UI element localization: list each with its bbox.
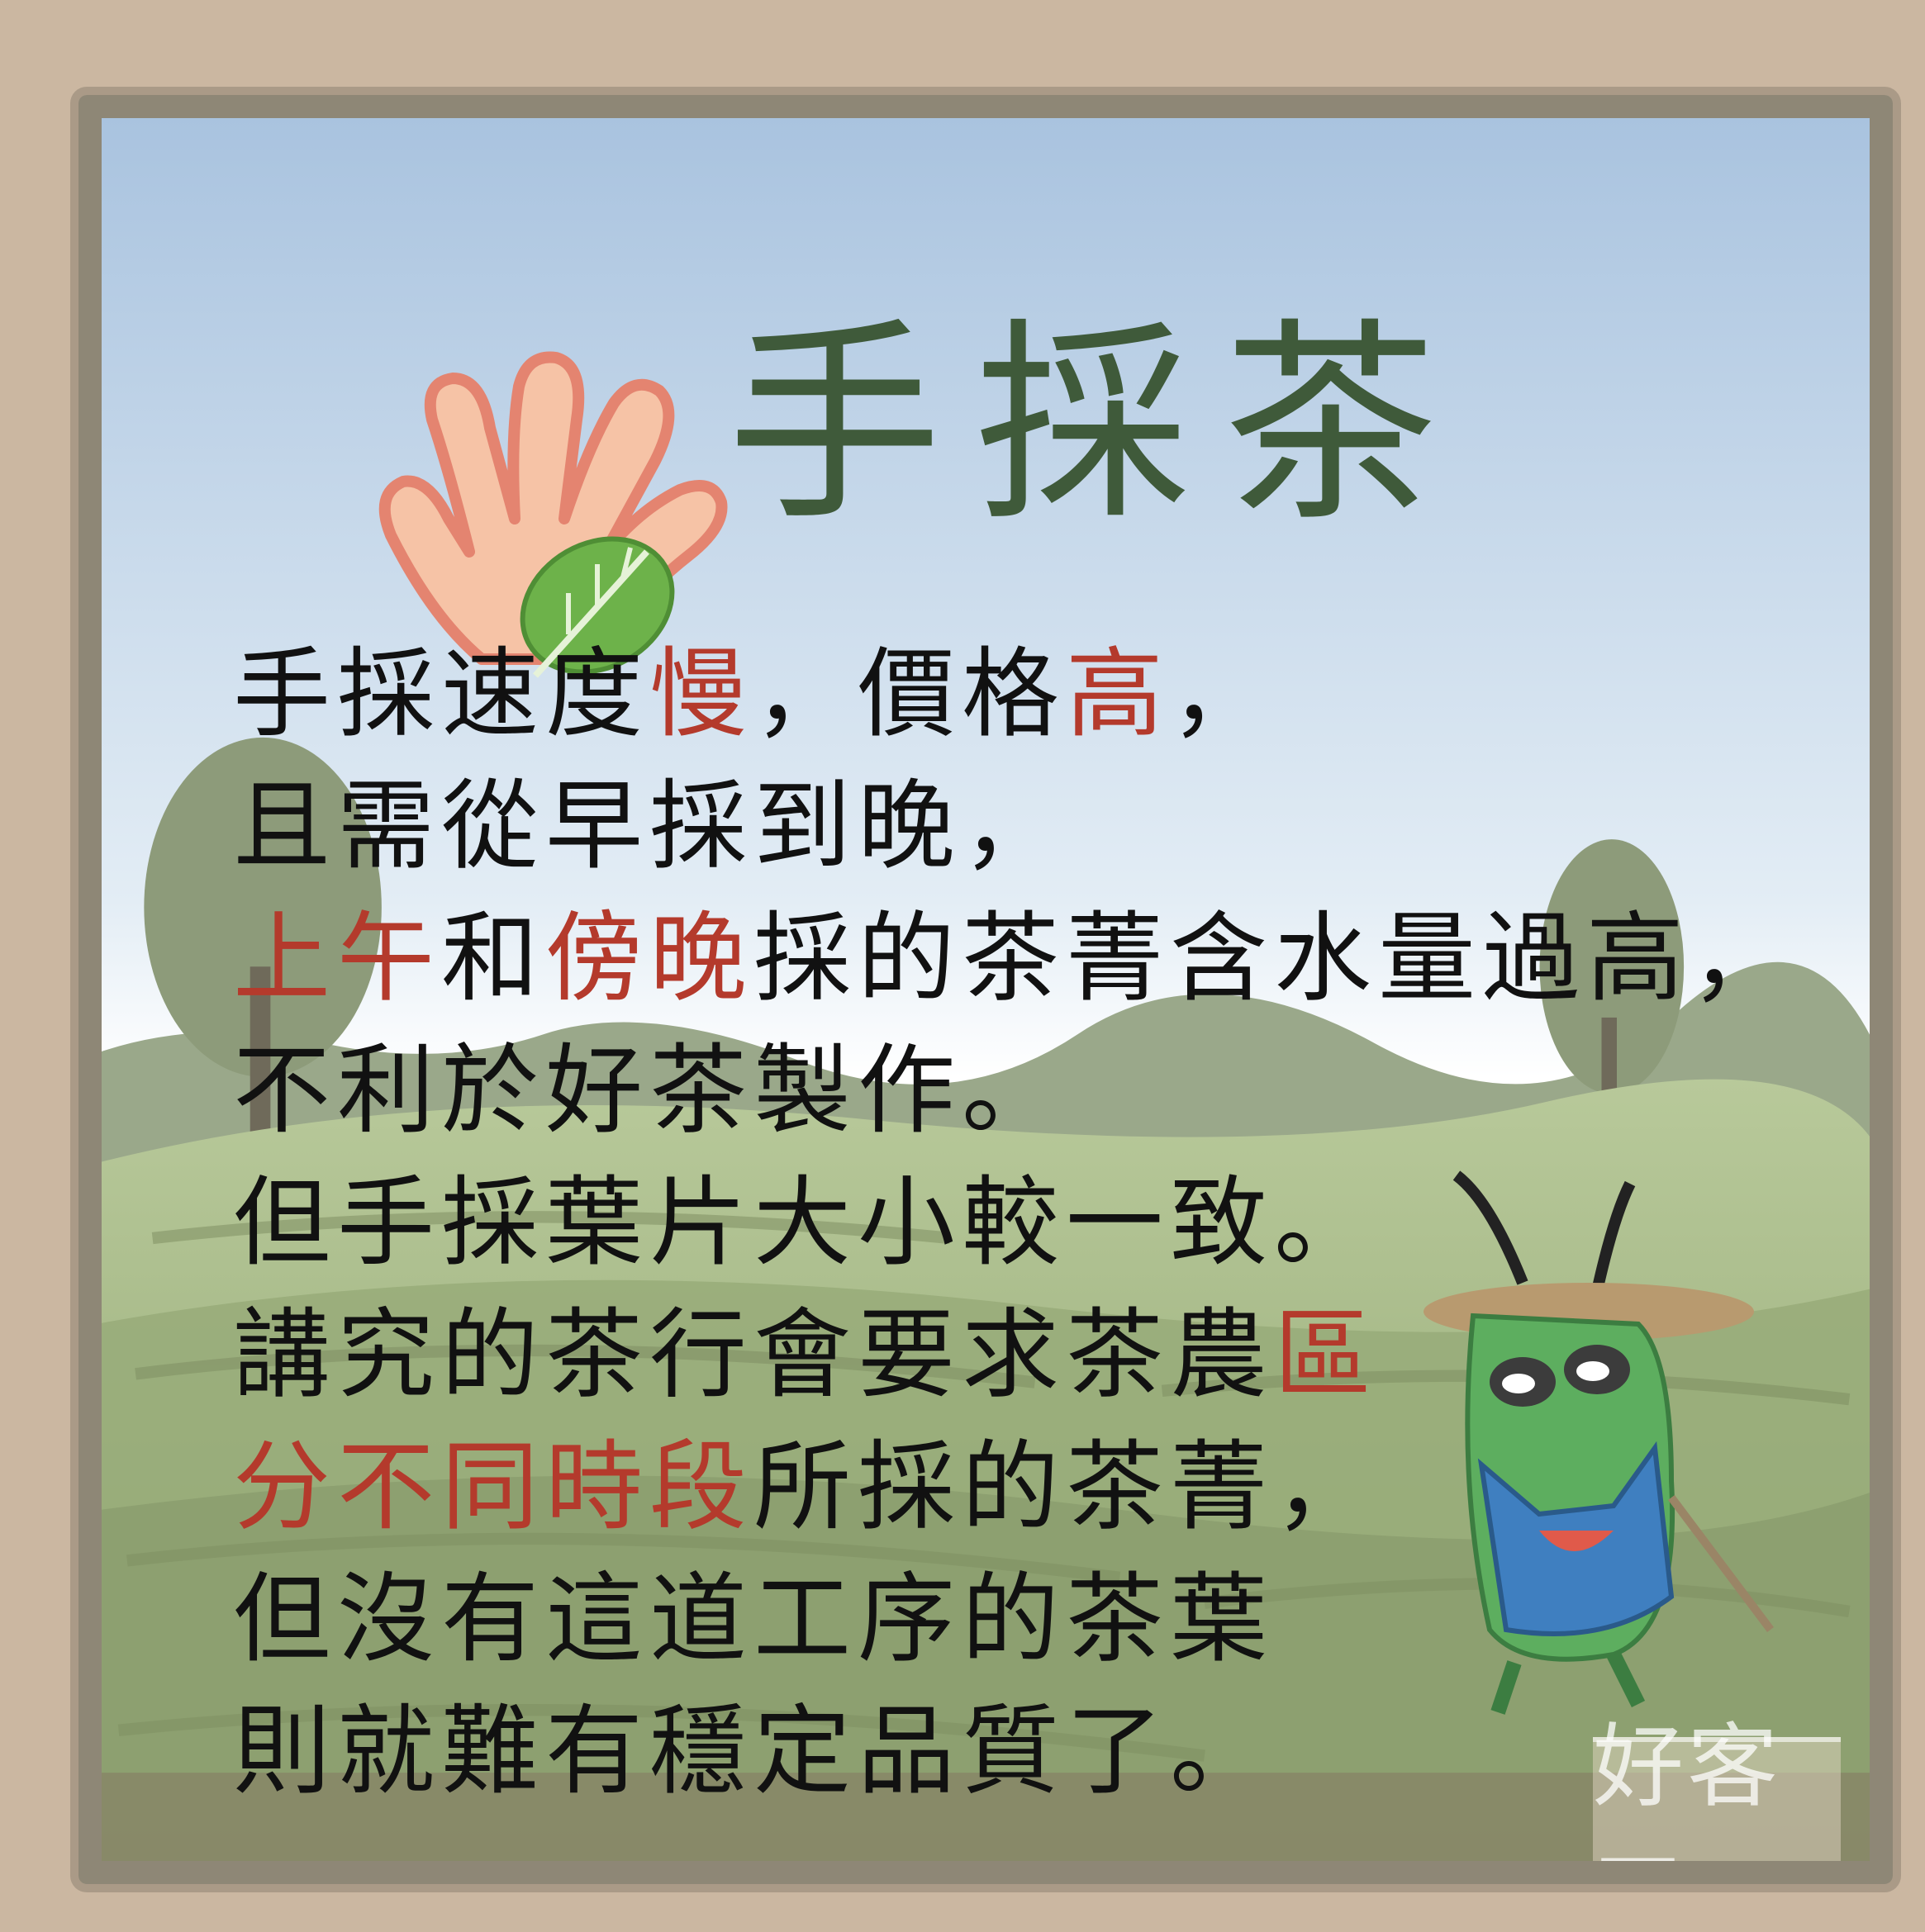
body-text: 手採速度慢，價格高， 且需從早採到晚， 上午和傍晚採的茶菁含水量過高， 不利於好茶製作… xyxy=(233,628,1794,1817)
body-line: 不利於好茶製作。 xyxy=(233,1024,1794,1156)
body-line: 但沒有這道工序的茶葉 xyxy=(233,1553,1794,1685)
highlight-text: 傍晚 xyxy=(545,901,754,1015)
body-line: 分不同時段所採的茶菁， xyxy=(233,1421,1794,1553)
body-text-segment: ， xyxy=(1170,637,1275,751)
body-text-segment: ，價格 xyxy=(753,637,1067,751)
body-text-segment: 講究的茶行會要求茶農 xyxy=(233,1298,1275,1412)
highlight-text: 分不同時段 xyxy=(233,1430,754,1544)
page-title: 手採茶 xyxy=(727,301,1471,550)
picture-frame: 好客區 xyxy=(78,95,1893,1884)
highlight-text: 區 xyxy=(1274,1298,1379,1412)
body-line: 則就難有穩定品質了。 xyxy=(233,1685,1794,1817)
body-text-segment: 則就難有穩定品質了。 xyxy=(233,1694,1275,1808)
body-text-segment: 但手採葉片大小較一致。 xyxy=(233,1165,1379,1279)
body-text-segment: 和 xyxy=(441,901,546,1015)
hand-with-leaf-icon xyxy=(378,351,728,678)
body-text-segment: 且需從早採到晚， xyxy=(233,769,1067,883)
logo-watermark: 好客區 xyxy=(1593,1714,1841,1861)
grasshopper-farmer-mascot xyxy=(1424,1170,1774,1715)
highlight-text: 慢 xyxy=(649,637,754,751)
highlight-text: 上午 xyxy=(233,901,442,1015)
body-line: 且需從早採到晚， xyxy=(233,760,1794,892)
body-text-segment: 但沒有這道工序的茶葉 xyxy=(233,1562,1275,1676)
body-line: 但手採葉片大小較一致。 xyxy=(233,1156,1794,1289)
highlight-text: 高 xyxy=(1066,637,1171,751)
body-line: 上午和傍晚採的茶菁含水量過高， xyxy=(233,892,1794,1024)
body-line: 手採速度慢，價格高， xyxy=(233,628,1794,760)
body-text-segment: 所採的茶菁， xyxy=(753,1430,1379,1544)
body-text-segment: 不利於好茶製作。 xyxy=(233,1033,1067,1147)
body-text-segment: 採的茶菁含水量過高， xyxy=(753,901,1795,1015)
body-line: 講究的茶行會要求茶農區 xyxy=(233,1289,1794,1421)
body-text-segment: 手採速度 xyxy=(233,637,650,751)
watermark-text: 好客區 xyxy=(1593,1714,1781,1861)
